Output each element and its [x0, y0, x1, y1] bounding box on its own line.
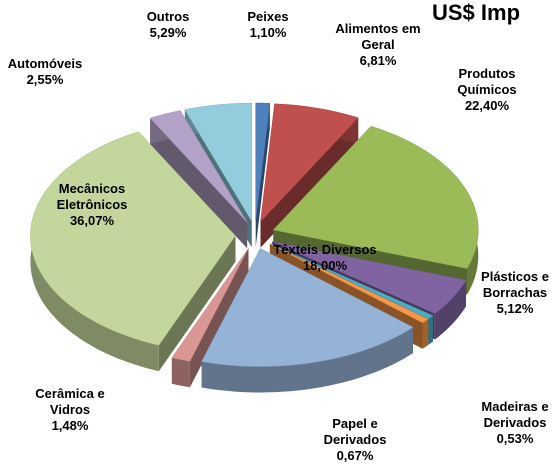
- slice-side: [434, 280, 466, 340]
- slice: [272, 125, 479, 269]
- data-label: Papel e Derivados 0,67%: [310, 416, 400, 464]
- slice: [270, 243, 434, 319]
- slice: [201, 248, 414, 367]
- slice-name: Peixes: [247, 9, 289, 24]
- slice-value: 18,00%: [302, 258, 348, 273]
- data-label: Madeiras e Derivados 0,53%: [470, 399, 560, 447]
- slice-name: Madeiras e Derivados: [481, 399, 549, 430]
- slice-wall: [150, 118, 248, 249]
- slice-name: Automóveis: [7, 56, 83, 71]
- slice-name: Têxteis Diversos: [273, 242, 377, 257]
- slice: [272, 241, 467, 314]
- data-label: Mecânicos Eletrônicos 36,07%: [47, 181, 137, 229]
- slice-name: Cerâmica e Vidros: [35, 386, 105, 417]
- slice: [269, 243, 429, 324]
- slice-name: Alimentos em Geral: [335, 21, 421, 52]
- slice-value: 2,55%: [26, 72, 64, 87]
- slice-value: 6,81%: [359, 53, 397, 68]
- slice-value: 1,48%: [51, 418, 89, 433]
- slice-wall: [255, 103, 270, 247]
- slice-wall: [158, 235, 236, 372]
- slice: [30, 131, 236, 346]
- slice: [171, 248, 249, 362]
- data-label: Plásticos e Borrachas 5,12%: [470, 269, 560, 317]
- slice-name: Papel e Derivados: [323, 416, 387, 447]
- data-label: Têxteis Diversos 18,00%: [260, 242, 390, 274]
- slice-value: 22,40%: [464, 98, 510, 113]
- slice-wall: [260, 117, 359, 248]
- slice-name: Outros: [146, 9, 190, 24]
- slice: [149, 110, 248, 223]
- data-label: Alimentos em Geral 6,81%: [323, 21, 433, 69]
- slice-name: Mecânicos Eletrônicos: [56, 181, 128, 212]
- slice-value: 1,10%: [249, 25, 287, 40]
- slice-value: 0,53%: [496, 431, 534, 446]
- slice: [184, 102, 253, 223]
- slice-side: [422, 319, 429, 349]
- slice: [255, 102, 271, 222]
- data-label: Outros 5,29%: [133, 9, 203, 41]
- data-label: Produtos Químicos 22,40%: [442, 66, 532, 114]
- slice-value: 36,07%: [69, 213, 115, 228]
- chart-title: US$ Imp: [432, 0, 521, 25]
- slice-side: [201, 327, 413, 393]
- slice-name: Plásticos e Borrachas: [481, 269, 549, 300]
- slice-value: 5,29%: [149, 25, 187, 40]
- slice-side: [428, 315, 433, 345]
- slice-value: 5,12%: [496, 301, 534, 316]
- slice-value: 0,67%: [336, 448, 374, 463]
- data-label: Cerâmica e Vidros 1,48%: [25, 386, 115, 434]
- slice-side: [171, 357, 190, 388]
- slice: [260, 103, 359, 223]
- data-label: Automóveis 2,55%: [0, 56, 95, 88]
- data-label: Peixes 1,10%: [238, 9, 298, 41]
- slice-name: Produtos Químicos: [457, 66, 517, 97]
